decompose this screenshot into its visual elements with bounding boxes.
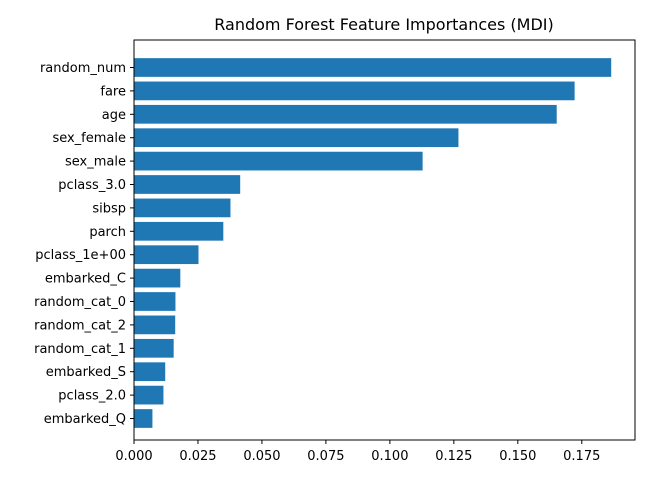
chart-title: Random Forest Feature Importances (MDI): [214, 15, 554, 34]
y-tick-label: embarked_S: [46, 365, 126, 380]
x-tick-label: 0.075: [307, 449, 344, 464]
bar-pclass_1e+00: [134, 245, 199, 265]
y-tick-label: pclass_3.0: [58, 178, 126, 193]
x-tick-label: 0.000: [115, 449, 152, 464]
y-tick-label: random_cat_2: [34, 318, 126, 333]
bar-embarked_Q: [134, 409, 153, 428]
x-tick-label: 0.100: [371, 449, 408, 464]
y-tick-label: pclass_1e+00: [35, 248, 126, 263]
x-tick-label: 0.175: [563, 449, 600, 464]
bar-random_num: [134, 58, 612, 77]
plot-frame: [133, 39, 636, 441]
y-tick-label: pclass_2.0: [58, 389, 126, 404]
bar-parch: [134, 221, 224, 241]
bars-layer: [134, 58, 612, 428]
bar-embarked_S: [134, 362, 166, 382]
y-tick-label: parch: [89, 225, 126, 240]
y-tick-label: random_cat_1: [34, 342, 126, 357]
y-tick-label: age: [102, 108, 126, 123]
x-tick-label: 0.150: [499, 449, 536, 464]
y-tick-label: fare: [100, 84, 126, 99]
bar-pclass_3.0: [134, 175, 241, 194]
bar-sex_male: [134, 151, 423, 171]
bar-sex_female: [134, 128, 459, 148]
bar-embarked_C: [134, 268, 181, 288]
bar-random_cat_0: [134, 292, 176, 311]
y-tick-label: embarked_Q: [44, 412, 126, 427]
y-tick-label: embarked_C: [45, 272, 126, 287]
bar-pclass_2.0: [134, 385, 164, 405]
y-tick-label: sex_male: [65, 155, 126, 170]
x-axis: 0.000 0.025 0.050 0.075 0.100 0.125 0.150 0.175: [115, 440, 600, 464]
y-tick-label: sibsp: [92, 201, 126, 216]
bar-sibsp: [134, 198, 231, 218]
bar-age: [134, 104, 557, 124]
x-tick-label: 0.025: [179, 449, 216, 464]
y-tick-label: random_num: [40, 61, 126, 76]
bar-random_cat_1: [134, 338, 174, 358]
y-tick-label: sex_female: [52, 131, 126, 146]
y-tick-label: random_cat_0: [34, 295, 126, 310]
bar-random_cat_2: [134, 315, 176, 335]
x-tick-label: 0.125: [435, 449, 472, 464]
bar-fare: [134, 81, 575, 101]
x-tick-label: 0.050: [243, 449, 280, 464]
